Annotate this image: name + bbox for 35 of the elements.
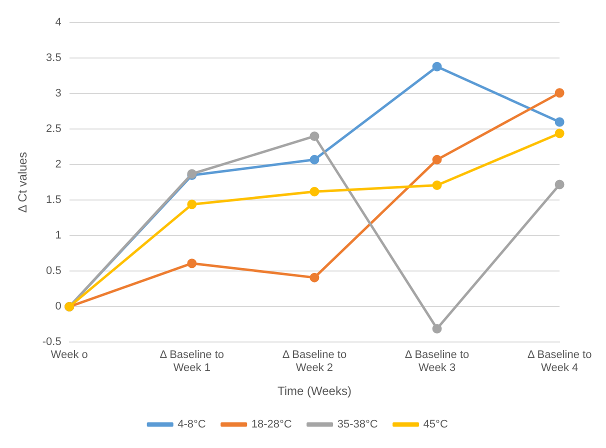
- point: [310, 186, 320, 196]
- x-tick-label: Δ Baseline to Week 2: [282, 348, 347, 374]
- x-axis-title: Time (Weeks): [277, 384, 352, 398]
- legend-label: 35-38°C: [337, 418, 378, 431]
- x-tick-label: Δ Baseline to Week 1: [160, 348, 224, 374]
- point: [432, 324, 442, 334]
- x-tick-label: Δ Baseline to Week 4: [527, 348, 592, 374]
- legend-label: 18-28°C: [251, 418, 292, 431]
- point: [432, 180, 442, 190]
- y-tick-label: 1: [55, 230, 62, 242]
- legend-label: 4-8°C: [178, 418, 206, 431]
- point: [432, 62, 442, 72]
- point: [187, 200, 197, 210]
- y-tick-label: 0: [55, 300, 62, 313]
- y-tick-label: 0.5: [46, 265, 62, 278]
- point: [432, 154, 442, 164]
- y-tick-label: 3.5: [46, 52, 62, 64]
- x-tick-label: Δ Baseline to Week 3: [404, 348, 470, 374]
- y-tick-label: -0.5: [42, 336, 62, 348]
- point: [554, 88, 564, 98]
- point: [554, 180, 564, 190]
- point: [554, 128, 564, 138]
- y-tick-label: 1.5: [46, 194, 62, 206]
- legend-label: 45°C: [423, 418, 448, 431]
- y-tick-label: 2: [55, 158, 62, 171]
- point: [310, 272, 320, 282]
- point: [187, 258, 197, 268]
- x-tick-label: Week o: [50, 348, 88, 361]
- point: [554, 117, 564, 127]
- y-axis-title: Δ Ct values: [16, 152, 30, 213]
- point: [310, 154, 320, 164]
- y-tick-label: 2.5: [46, 123, 62, 136]
- y-tick-label: 3: [55, 88, 62, 100]
- point: [310, 131, 320, 141]
- y-tick-label: 4: [55, 16, 62, 29]
